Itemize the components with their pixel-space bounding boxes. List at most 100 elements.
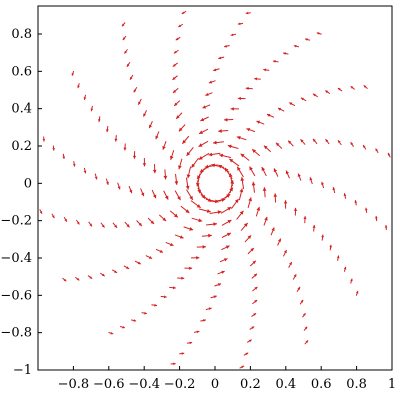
vector-arrow [210, 295, 217, 299]
y-tick-label: 0 [24, 176, 32, 191]
vector-arrow [277, 107, 285, 112]
vector-arrow [293, 207, 298, 216]
vector-arrow [246, 339, 252, 343]
vector-arrow [108, 331, 114, 335]
vector-arrow [312, 138, 318, 145]
x-tick-label: 0.6 [311, 377, 332, 392]
vector-arrow [239, 365, 245, 369]
vector-arrow [130, 319, 137, 322]
vector-arrow [325, 138, 330, 145]
vector-arrow [230, 33, 237, 37]
vector-arrow [296, 286, 301, 292]
vector-arrow [304, 38, 311, 41]
vector-arrow [263, 68, 270, 72]
vector-arrow [205, 307, 212, 311]
vector-arrow [224, 167, 233, 180]
vector-arrow [201, 233, 212, 238]
vector-arrow [214, 283, 222, 287]
vector-arrow [181, 10, 187, 15]
x-tick-label: −0.6 [93, 377, 125, 392]
vector-arrow [174, 234, 184, 239]
vector-arrow [191, 157, 200, 168]
vector-arrow [151, 303, 158, 307]
vector-arrow [169, 286, 176, 290]
vector-arrow [209, 210, 222, 215]
vector-arrow [198, 128, 209, 135]
vector-arrow [119, 325, 126, 329]
vector-arrow [321, 234, 325, 241]
vector-arrow [252, 299, 258, 305]
vector-arrow [193, 330, 200, 334]
vector-arrow [122, 35, 127, 41]
vector-arrow [42, 136, 46, 142]
vector-arrow [300, 97, 307, 102]
vector-arrow [251, 273, 258, 279]
vector-arrow [178, 23, 184, 28]
vector-arrow [51, 213, 55, 219]
vector-arrow [329, 244, 333, 251]
vector-arrow [196, 168, 205, 180]
vector-arrow [247, 197, 252, 209]
vector-arrow [350, 278, 353, 284]
vector-arrow [175, 36, 181, 41]
vector-arrow [198, 208, 211, 213]
vector-arrow [145, 255, 153, 260]
vector-arrow [321, 181, 325, 189]
vector-arrow [83, 167, 87, 174]
vector-arrow [387, 152, 391, 158]
y-axis: −1 −0.8 −0.6 −0.4 −0.2 0 0.2 0.4 0.6 0.8 [0, 27, 42, 378]
vector-arrow [173, 49, 179, 54]
vector-arrows [39, 10, 391, 369]
vector-arrow [312, 225, 316, 232]
vector-arrow [350, 141, 354, 147]
vector-arrow [303, 216, 307, 224]
vector-arrow [172, 62, 178, 68]
vector-arrow [355, 290, 359, 296]
vector-arrow [272, 60, 279, 63]
vector-arrow [220, 206, 232, 214]
vector-arrow [105, 178, 109, 185]
vector-arrow [293, 44, 300, 48]
vector-arrow [148, 120, 153, 129]
vector-arrow [178, 124, 186, 132]
vector-arrow [266, 113, 275, 118]
vector-arrow [200, 319, 206, 322]
vector-arrow [363, 84, 368, 89]
vector-arrow [221, 245, 230, 251]
vector-arrow [263, 216, 268, 226]
vector-arrow [255, 206, 261, 217]
vector-arrow [350, 85, 355, 90]
vector-arrow [196, 245, 206, 249]
vector-arrow [87, 275, 93, 280]
vector-arrow [172, 75, 178, 81]
vector-arrow [169, 150, 175, 160]
vector-arrow [169, 210, 179, 218]
vector-arrow [287, 140, 294, 147]
x-tick-label: 0 [211, 377, 219, 392]
vector-arrow [236, 210, 244, 220]
vector-arrow [111, 269, 118, 274]
vector-arrow [126, 62, 131, 68]
vector-arrow [240, 222, 249, 231]
vector-arrow [343, 266, 347, 272]
vector-arrow [205, 92, 213, 96]
vector-arrow [190, 256, 200, 260]
vector-arrow [129, 74, 134, 81]
vector-arrow [221, 232, 232, 238]
vector-arrow [364, 207, 368, 213]
vector-arrow [185, 177, 190, 190]
vector-arrow [83, 94, 87, 100]
vector-arrow [362, 144, 367, 150]
vector-arrow [309, 177, 313, 185]
vector-arrow [245, 11, 251, 15]
vector-arrow [202, 104, 211, 109]
vector-arrow [208, 80, 216, 84]
vector-arrow [198, 140, 209, 148]
vector-arrow [39, 209, 43, 214]
vector-arrow [198, 152, 210, 160]
vector-arrow [237, 96, 246, 101]
vector-arrow [177, 276, 185, 280]
vector-arrow [94, 173, 98, 180]
vector-arrow [134, 260, 141, 265]
